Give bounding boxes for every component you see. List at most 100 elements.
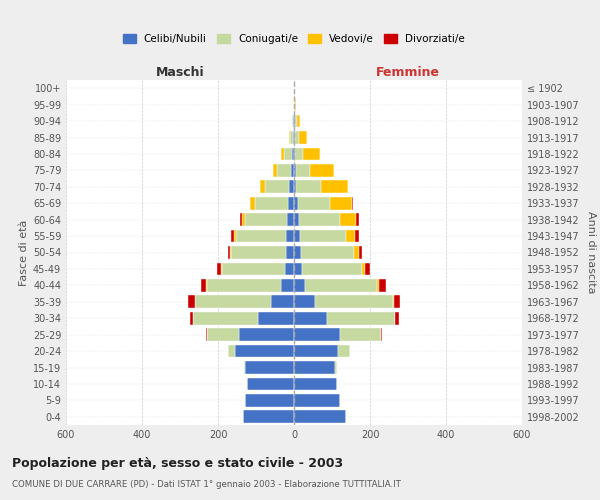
Bar bbox=[286, 246, 294, 259]
Bar bbox=[281, 279, 294, 292]
Bar bbox=[284, 148, 292, 160]
Bar bbox=[380, 328, 382, 341]
Bar bbox=[294, 344, 338, 358]
Bar bbox=[232, 246, 286, 259]
Bar bbox=[294, 98, 295, 111]
Bar bbox=[289, 131, 290, 144]
Bar bbox=[294, 361, 335, 374]
Bar bbox=[217, 262, 221, 276]
Bar bbox=[271, 296, 294, 308]
Bar bbox=[265, 180, 289, 193]
Bar bbox=[289, 180, 294, 193]
Bar bbox=[295, 114, 296, 128]
Bar bbox=[195, 296, 271, 308]
Bar bbox=[260, 180, 265, 193]
Bar bbox=[206, 328, 239, 341]
Bar bbox=[296, 164, 310, 177]
Bar bbox=[190, 312, 193, 324]
Bar bbox=[294, 262, 302, 276]
Bar bbox=[356, 213, 359, 226]
Bar bbox=[200, 279, 206, 292]
Bar bbox=[294, 296, 315, 308]
Bar bbox=[293, 114, 294, 128]
Bar bbox=[340, 213, 356, 226]
Bar bbox=[298, 197, 330, 209]
Bar bbox=[193, 312, 258, 324]
Bar bbox=[242, 213, 245, 226]
Bar bbox=[258, 312, 294, 324]
Bar bbox=[321, 180, 347, 193]
Bar bbox=[294, 213, 299, 226]
Bar bbox=[294, 197, 298, 209]
Bar bbox=[291, 164, 294, 177]
Bar bbox=[255, 197, 289, 209]
Bar bbox=[300, 230, 346, 242]
Bar bbox=[394, 296, 400, 308]
Bar bbox=[230, 246, 232, 259]
Bar bbox=[301, 246, 354, 259]
Bar bbox=[365, 262, 370, 276]
Bar bbox=[290, 131, 293, 144]
Bar bbox=[295, 148, 303, 160]
Bar bbox=[379, 279, 386, 292]
Text: COMUNE DI DUE CARRARE (PD) - Dati ISTAT 1° gennaio 2003 - Elaborazione TUTTITALI: COMUNE DI DUE CARRARE (PD) - Dati ISTAT … bbox=[12, 480, 401, 489]
Bar bbox=[294, 328, 340, 341]
Bar bbox=[247, 378, 294, 390]
Bar bbox=[354, 246, 359, 259]
Bar bbox=[338, 344, 350, 358]
Bar bbox=[395, 312, 399, 324]
Bar bbox=[294, 246, 301, 259]
Bar bbox=[355, 230, 359, 242]
Bar bbox=[250, 197, 255, 209]
Bar bbox=[241, 213, 242, 226]
Bar bbox=[296, 114, 300, 128]
Bar bbox=[277, 164, 291, 177]
Bar bbox=[299, 213, 340, 226]
Bar bbox=[340, 328, 380, 341]
Bar bbox=[242, 410, 294, 423]
Bar bbox=[284, 262, 294, 276]
Bar bbox=[294, 164, 296, 177]
Bar bbox=[295, 98, 296, 111]
Bar bbox=[362, 262, 365, 276]
Bar bbox=[245, 361, 294, 374]
Bar bbox=[281, 148, 284, 160]
Bar bbox=[294, 230, 300, 242]
Bar bbox=[359, 246, 362, 259]
Bar bbox=[294, 394, 340, 407]
Bar bbox=[227, 344, 235, 358]
Bar bbox=[273, 164, 277, 177]
Bar bbox=[393, 296, 394, 308]
Bar bbox=[221, 262, 222, 276]
Bar bbox=[292, 114, 293, 128]
Bar bbox=[245, 394, 294, 407]
Bar bbox=[239, 328, 294, 341]
Bar bbox=[188, 296, 195, 308]
Bar bbox=[303, 148, 320, 160]
Bar bbox=[292, 148, 294, 160]
Text: Maschi: Maschi bbox=[155, 66, 205, 79]
Bar bbox=[245, 213, 287, 226]
Bar bbox=[287, 213, 294, 226]
Bar bbox=[236, 230, 286, 242]
Bar bbox=[244, 361, 245, 374]
Bar bbox=[294, 410, 346, 423]
Bar bbox=[352, 197, 353, 209]
Bar bbox=[346, 230, 355, 242]
Bar bbox=[206, 279, 281, 292]
Bar bbox=[228, 246, 230, 259]
Bar bbox=[294, 114, 295, 128]
Bar bbox=[296, 180, 321, 193]
Bar bbox=[294, 180, 296, 193]
Bar bbox=[294, 279, 305, 292]
Bar bbox=[299, 131, 307, 144]
Y-axis label: Fasce di età: Fasce di età bbox=[19, 220, 29, 286]
Text: Popolazione per età, sesso e stato civile - 2003: Popolazione per età, sesso e stato civil… bbox=[12, 458, 343, 470]
Text: Femmine: Femmine bbox=[376, 66, 440, 79]
Bar bbox=[286, 230, 294, 242]
Bar bbox=[289, 197, 294, 209]
Y-axis label: Anni di nascita: Anni di nascita bbox=[586, 211, 596, 294]
Bar bbox=[377, 279, 379, 292]
Bar bbox=[315, 296, 393, 308]
Bar bbox=[310, 164, 334, 177]
